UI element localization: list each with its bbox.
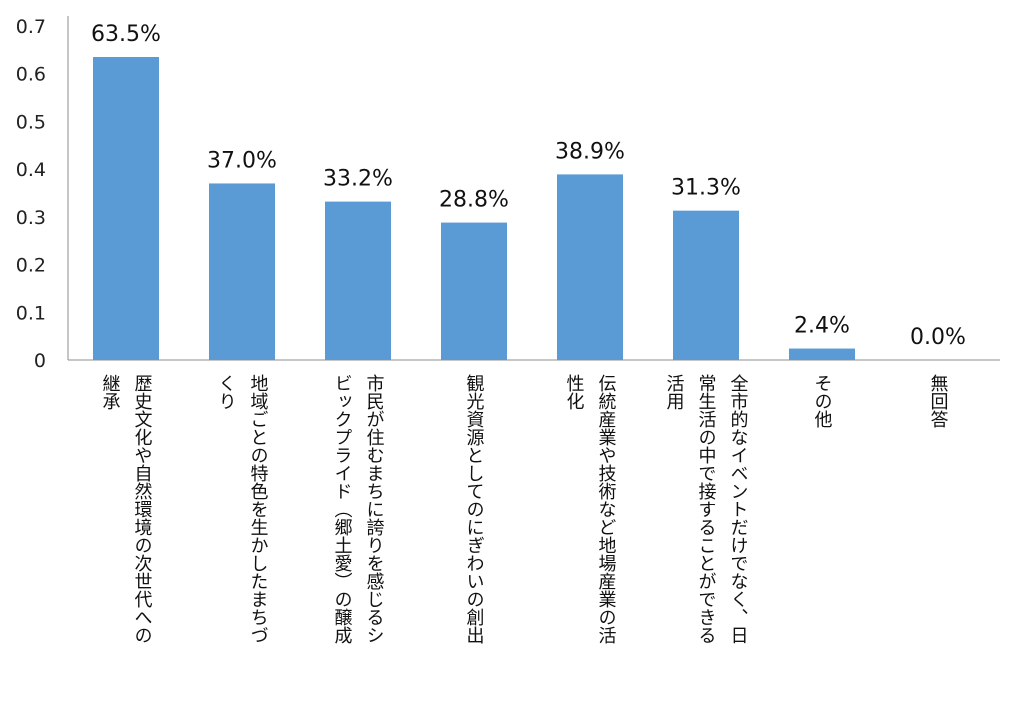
bar: [93, 57, 159, 361]
category-label: 活用: [664, 374, 685, 410]
bar: [557, 174, 623, 360]
y-tick-label: 0.1: [16, 302, 46, 324]
category-label: 性化: [564, 374, 585, 410]
y-tick-label: 0.4: [16, 159, 46, 181]
category-label: その他: [812, 374, 833, 428]
bar: [441, 222, 507, 360]
bar: [325, 201, 391, 360]
category-label: 常生活の中で接することができる: [696, 374, 717, 644]
category-label: 継承: [100, 374, 121, 410]
y-tick-label: 0.6: [16, 64, 46, 86]
category-label: 無回答: [928, 374, 949, 428]
bar: [673, 210, 739, 360]
data-label: 2.4%: [794, 314, 850, 339]
category-label: 歴史文化や自然環境の次世代への: [132, 374, 153, 644]
data-label: 37.0%: [207, 148, 277, 173]
category-label: 全市的なイベントだけでなく、日: [728, 374, 749, 644]
data-label: 38.9%: [555, 139, 625, 164]
category-label: ビックプライド（郷土愛）の醸成: [332, 374, 353, 644]
y-tick-label: 0.7: [16, 16, 46, 38]
category-label: 地域ごとの特色を生かしたまちづ: [248, 374, 269, 644]
data-label: 31.3%: [671, 176, 741, 201]
data-label: 33.2%: [323, 167, 393, 192]
category-label: くり: [216, 374, 237, 410]
bar: [789, 348, 855, 360]
y-tick-label: 0.3: [16, 207, 46, 229]
data-label: 28.8%: [439, 188, 509, 213]
category-label: 観光資源としてのにぎわいの創出: [464, 374, 485, 644]
y-tick-label: 0: [34, 350, 46, 372]
bar: [209, 183, 275, 360]
y-tick-label: 0.2: [16, 255, 46, 277]
data-label: 63.5%: [91, 22, 161, 47]
y-tick-label: 0.5: [16, 111, 46, 133]
data-label: 0.0%: [910, 325, 966, 350]
category-label: 伝統産業や技術など地場産業の活: [596, 374, 617, 644]
category-label: 市民が住むまちに誇りを感じるシ: [364, 374, 385, 644]
